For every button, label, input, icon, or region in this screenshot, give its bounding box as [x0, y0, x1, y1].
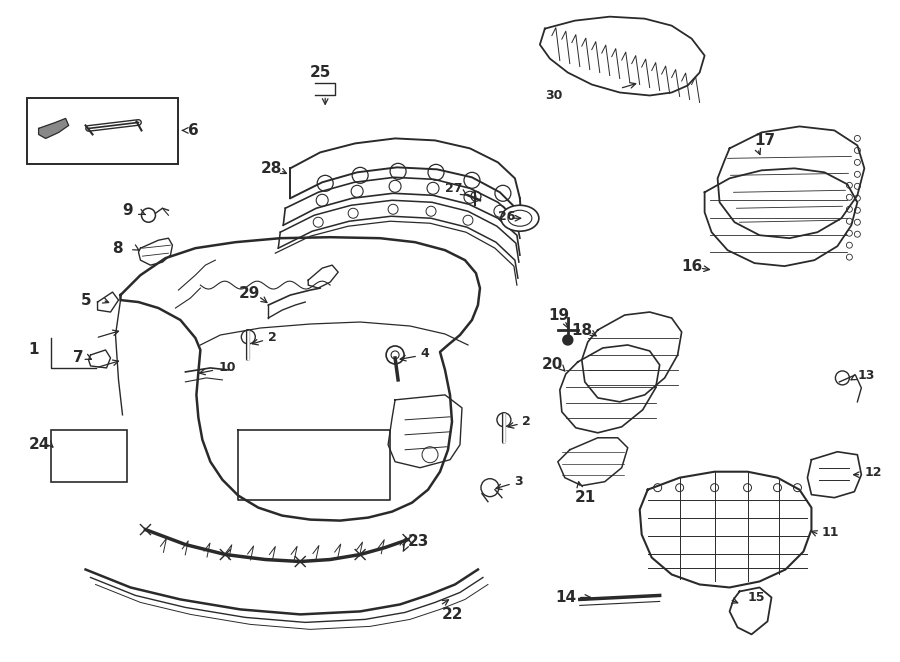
FancyBboxPatch shape: [50, 430, 127, 482]
Text: 16: 16: [681, 259, 703, 273]
Text: 15: 15: [748, 591, 765, 604]
Text: 4: 4: [420, 348, 428, 360]
Text: 17: 17: [754, 133, 776, 148]
Text: 5: 5: [81, 293, 91, 308]
Text: 3: 3: [514, 475, 523, 488]
Text: 6: 6: [188, 123, 199, 138]
Text: 22: 22: [442, 607, 464, 622]
Text: 28: 28: [260, 161, 282, 176]
Polygon shape: [39, 118, 68, 138]
Text: 25: 25: [310, 65, 331, 80]
Text: 18: 18: [572, 322, 593, 338]
Text: 8: 8: [112, 241, 123, 256]
Text: 11: 11: [822, 526, 839, 539]
FancyBboxPatch shape: [27, 99, 178, 164]
Text: 30: 30: [544, 89, 562, 102]
Text: 24: 24: [29, 438, 50, 452]
Text: 2: 2: [522, 415, 531, 428]
Text: 27: 27: [445, 182, 463, 195]
Text: 13: 13: [858, 369, 875, 383]
Text: 14: 14: [554, 590, 576, 605]
Text: 23: 23: [408, 534, 429, 549]
Text: 29: 29: [238, 285, 260, 301]
Text: 7: 7: [73, 350, 83, 365]
Text: 9: 9: [122, 203, 133, 218]
Ellipse shape: [501, 205, 539, 231]
Text: 12: 12: [864, 466, 882, 479]
Text: 20: 20: [542, 357, 563, 373]
Text: 10: 10: [219, 361, 236, 375]
Text: 21: 21: [575, 490, 596, 505]
Text: 19: 19: [548, 308, 569, 322]
Text: 1: 1: [29, 342, 40, 357]
Circle shape: [562, 335, 572, 345]
Text: 26: 26: [498, 210, 516, 222]
Ellipse shape: [508, 211, 532, 226]
Text: 2: 2: [268, 332, 277, 344]
